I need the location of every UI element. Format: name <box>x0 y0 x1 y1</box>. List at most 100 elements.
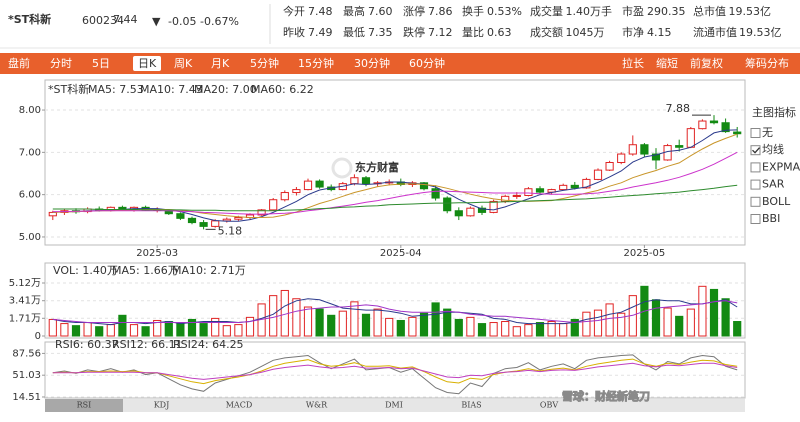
y-tick-label: 51.03 <box>12 370 41 381</box>
volume-bar <box>617 312 626 337</box>
indicator-option[interactable]: 均线 <box>762 142 784 156</box>
quote-value: 7.49 <box>308 26 333 39</box>
candle-body <box>593 169 603 180</box>
bottom-tab[interactable]: OBV <box>540 401 558 410</box>
volume-bar <box>350 301 359 337</box>
quote-value: 7.35 <box>368 26 393 39</box>
indicator-option[interactable]: 无 <box>762 126 773 139</box>
candle-body <box>512 195 521 197</box>
volume-bar <box>234 324 243 337</box>
toolbar-tab[interactable]: 5分钟 <box>250 56 279 70</box>
candle-body <box>535 188 545 193</box>
y-tick-label: 5.00 <box>19 232 41 243</box>
indicator-option[interactable]: BOLL <box>762 195 791 208</box>
volume-bar <box>454 318 463 337</box>
candle-body <box>269 199 278 211</box>
quote-value: 7.60 <box>368 5 393 18</box>
checkbox[interactable] <box>750 179 761 190</box>
quote-value: 4.15 <box>647 26 672 39</box>
candle-body <box>721 122 730 133</box>
quote-label: 量比 <box>462 26 484 39</box>
volume-bar <box>547 321 556 337</box>
bottom-tab[interactable]: MACD <box>226 401 253 410</box>
quote-label: 涨停 <box>403 4 425 18</box>
toolbar-tab[interactable]: 15分钟 <box>298 56 334 70</box>
y-tick-label: 0 <box>35 331 41 342</box>
checkbox[interactable] <box>750 145 761 156</box>
y-tick-label: 8.00 <box>19 105 41 116</box>
volume-bar <box>385 317 394 337</box>
series-line <box>52 298 738 326</box>
toolbar-tab[interactable]: 盘前 <box>8 56 30 70</box>
legend-entry: MA10: 2.71万 <box>172 264 246 277</box>
volume-bar <box>269 295 278 337</box>
toolbar-tool[interactable]: 前复权 <box>690 56 723 70</box>
candle-body <box>350 177 359 185</box>
checkbox[interactable] <box>750 128 761 138</box>
toolbar-tab[interactable]: 30分钟 <box>354 56 390 70</box>
toolbar-tool[interactable]: 缩短 <box>656 56 678 70</box>
toolbar-tool[interactable]: 拉长 <box>622 56 644 70</box>
toolbar-tab[interactable]: 周K <box>174 57 193 70</box>
volume-bar <box>675 315 684 337</box>
annotation: 5.18 <box>218 224 243 237</box>
bottom-tab[interactable]: BIAS <box>461 401 481 410</box>
volume-bar <box>83 322 92 337</box>
volume-bar <box>118 314 127 337</box>
y-tick-label: 7.00 <box>19 147 41 158</box>
checkbox[interactable] <box>750 214 761 224</box>
bottom-tab[interactable]: RSI <box>77 401 92 410</box>
candle-body <box>628 144 637 155</box>
candle-body <box>570 184 579 189</box>
volume-bar <box>338 310 347 337</box>
toolbar-tab[interactable]: 5日 <box>92 57 110 70</box>
volume-bar <box>582 311 591 337</box>
volume-bar <box>501 321 510 337</box>
candle-body <box>187 217 197 224</box>
series-line <box>52 184 738 212</box>
annotation: 7.88 <box>666 102 691 115</box>
toolbar-tab[interactable]: 60分钟 <box>409 56 445 70</box>
toolbar-tab[interactable]: 日K <box>138 57 157 70</box>
bottom-tab[interactable]: DMI <box>385 401 403 410</box>
volume-bar <box>663 307 672 337</box>
volume-bar <box>106 324 115 337</box>
volume-bar <box>524 324 533 337</box>
volume-bar <box>129 324 139 337</box>
legend-entry: MA5: 7.53 <box>88 83 144 96</box>
checkbox[interactable] <box>750 162 761 173</box>
candle-body <box>651 153 661 161</box>
candle-body <box>559 184 568 191</box>
toolbar-tab[interactable]: 分时 <box>50 57 72 70</box>
indicator-option[interactable]: EXPMA <box>762 160 800 173</box>
watermark-logo <box>331 157 353 179</box>
y-tick-label: 6.00 <box>19 190 41 201</box>
volume-bar <box>431 302 440 337</box>
x-tick-label: 2025-04 <box>380 248 422 259</box>
indicator-option[interactable]: SAR <box>762 178 785 191</box>
checkbox[interactable] <box>750 196 761 207</box>
check-mark <box>752 147 760 154</box>
y-tick-label: 1.71万 <box>9 313 41 324</box>
indicator-option[interactable]: BBI <box>762 212 780 225</box>
quote-value: 1.40万手 <box>566 4 613 18</box>
candle-body <box>733 131 742 135</box>
candle-body <box>257 209 266 216</box>
toolbar-tool[interactable]: 筹码分布 <box>745 56 789 70</box>
candle-body <box>199 222 208 227</box>
quote-value: 19.53亿 <box>739 26 782 39</box>
legend-entry: MA60: 6.22 <box>251 83 314 96</box>
toolbar-tab[interactable]: 月K <box>211 57 230 70</box>
volume-bar <box>512 326 521 337</box>
legend-entry: RSI12: 66.11 <box>112 338 183 351</box>
bottom-tab-bar <box>45 399 745 412</box>
bottom-tab[interactable]: KDJ <box>154 401 170 410</box>
volume-bar <box>303 306 313 337</box>
bottom-tab[interactable]: W&R <box>306 401 328 410</box>
quote-value: 7.48 <box>308 5 333 18</box>
candle-body <box>361 177 371 185</box>
volume-bar <box>396 319 405 337</box>
legend-entry: MA10: 7.43 <box>140 83 203 96</box>
legend-entry: MA20: 7.00 <box>194 83 257 96</box>
